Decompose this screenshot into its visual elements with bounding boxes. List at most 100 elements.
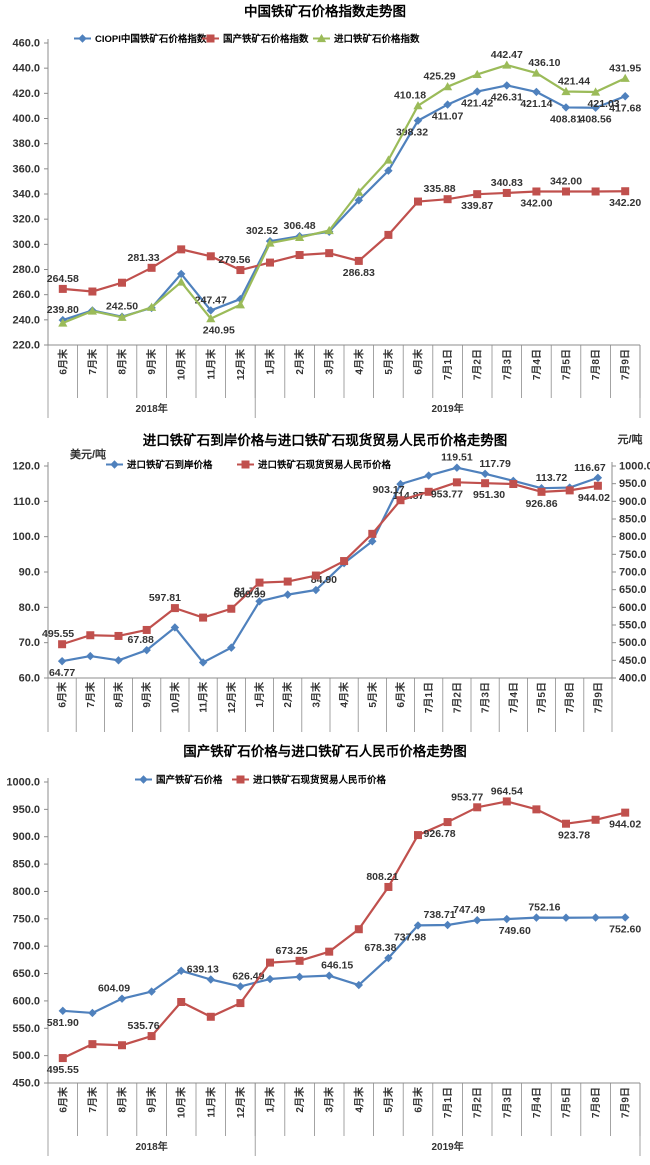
series-marker-triangle: [58, 318, 68, 327]
series-marker-diamond: [368, 537, 377, 546]
year-label: 2018年: [135, 1140, 167, 1153]
series-marker-square: [177, 245, 186, 254]
series-marker-square: [621, 187, 630, 196]
data-label: 264.58: [47, 273, 79, 285]
series-marker-square: [340, 557, 349, 566]
series-marker-triangle: [354, 187, 364, 196]
data-label: 597.81: [149, 592, 181, 604]
chart-domestic-vs-import-canvas: 国产铁矿石价格与进口铁矿石人民币价格走势图 450.0 500.0 550.0 600…: [6, 743, 642, 1156]
data-label: 239.80: [47, 304, 79, 316]
legend-marker: [110, 460, 119, 469]
series-marker-square: [170, 604, 179, 613]
series-marker-square: [532, 805, 541, 814]
series-marker-square: [266, 958, 274, 967]
data-label: 421.14: [520, 98, 552, 110]
legend: 进口铁矿石到岸价格 进口铁矿石现货贸易人民币价格: [106, 459, 392, 471]
x-category-label: 7月8日: [590, 349, 602, 380]
series-marker-square: [88, 1040, 97, 1049]
series-marker-triangle: [620, 73, 630, 82]
data-label: 953.77: [431, 488, 463, 500]
y-right-tick-label: 450.0: [619, 655, 647, 667]
series-marker-diamond: [480, 469, 490, 479]
series-marker-diamond: [283, 590, 292, 599]
series-marker-square: [509, 480, 518, 489]
series-marker-diamond: [177, 966, 186, 976]
y-tick-label: 220.0: [12, 340, 40, 352]
x-category-label: 7月8日: [564, 682, 576, 713]
y-tick-label: 280.0: [12, 264, 40, 276]
chart-ciopi-index-title: 中国铁矿石价格指数走势图: [244, 3, 406, 19]
y-tick-label: 650.0: [12, 968, 40, 980]
series-marker-diamond: [502, 81, 511, 90]
y-right-tick-label: 850.0: [619, 514, 647, 526]
legend-marker: [241, 460, 250, 469]
y-tick-label: 380.0: [12, 138, 40, 150]
series-marker-diamond: [561, 103, 571, 112]
data-label: 669.99: [233, 589, 265, 601]
series-marker-diamond: [384, 166, 393, 175]
series-marker-square: [227, 604, 236, 613]
data-label: 408.81: [550, 113, 582, 125]
series-marker-square: [118, 278, 126, 287]
x-category-label: 7月2日: [472, 349, 484, 380]
x-category-label: 7月3日: [501, 349, 513, 380]
y-tick-label: 750.0: [12, 913, 40, 925]
x-category-label: 6月末: [56, 1086, 69, 1113]
year-label: 2018年: [135, 402, 167, 415]
series-marker-diamond: [206, 306, 215, 315]
data-label: 926.78: [424, 828, 456, 840]
series-marker-square: [384, 882, 393, 891]
series-marker-diamond: [532, 87, 541, 97]
series-marker-square: [325, 947, 334, 956]
y-tick-label: 90.0: [19, 567, 40, 579]
legend-marker: [139, 775, 148, 784]
series-marker-square: [58, 1054, 67, 1063]
data-label: 408.56: [580, 114, 612, 126]
x-category-label: 7月4日: [531, 349, 543, 380]
y-tick-label: 300.0: [12, 239, 40, 251]
x-category-label: 7月末: [86, 348, 99, 375]
x-category-label: 2月末: [293, 1086, 306, 1113]
data-label: 421.42: [461, 98, 493, 110]
series-marker-square: [384, 230, 393, 239]
series-marker-square: [142, 625, 151, 634]
legend-label: 国产铁矿石价格: [156, 774, 223, 786]
legend-marker: [316, 33, 327, 43]
series-marker-square: [236, 999, 245, 1008]
y-tick-label: 900.0: [12, 831, 40, 843]
data-label: 738.71: [424, 909, 456, 921]
series-marker-square: [295, 251, 304, 260]
series-marker-square: [473, 803, 482, 812]
series-marker-triangle: [117, 312, 127, 321]
x-category-label: 12月末: [225, 681, 238, 713]
legend: 国产铁矿石价格 进口铁矿石现货贸易人民币价格: [135, 774, 387, 786]
series-marker-square: [621, 808, 630, 817]
series-marker-diamond: [561, 913, 571, 922]
y-tick-label: 320.0: [12, 214, 40, 226]
x-category-label: 7月3日: [501, 1087, 513, 1118]
x-category-label: 7月3日: [480, 682, 492, 713]
series-marker-square: [206, 252, 215, 261]
y-right-tick-label: 900.0: [619, 496, 647, 508]
y-tick-label: 450.0: [12, 1078, 40, 1090]
data-label: 436.10: [528, 57, 560, 69]
series-marker-square: [591, 187, 600, 196]
x-category-label: 11月末: [197, 681, 210, 713]
series-marker-square: [537, 487, 546, 496]
data-label: 421.03: [588, 98, 620, 110]
series-marker-square: [414, 197, 422, 206]
data-label: 678.38: [364, 942, 396, 954]
series-marker-triangle: [176, 277, 186, 286]
y-tick-label: 360.0: [12, 163, 40, 175]
series-1: 495.55 535.76 673.25 808.21 926.78 953.77 964.…: [47, 785, 642, 1076]
series-line: [62, 63, 626, 324]
series-marker-square: [86, 631, 95, 640]
legend-label: 进口铁矿石到岸价格: [127, 459, 213, 471]
series-marker-square: [565, 486, 574, 495]
series-1: 495.55 597.81 669.99 903.17 953.77 951.30 926.…: [42, 478, 610, 649]
y-right-tick-label: 700.0: [619, 567, 647, 579]
y-tick-label: 700.0: [12, 941, 40, 953]
y-tick-label: 550.0: [12, 1023, 40, 1035]
legend-label: CIOPI中国铁矿石价格指数: [95, 33, 207, 45]
series-marker-diamond: [88, 1008, 97, 1018]
